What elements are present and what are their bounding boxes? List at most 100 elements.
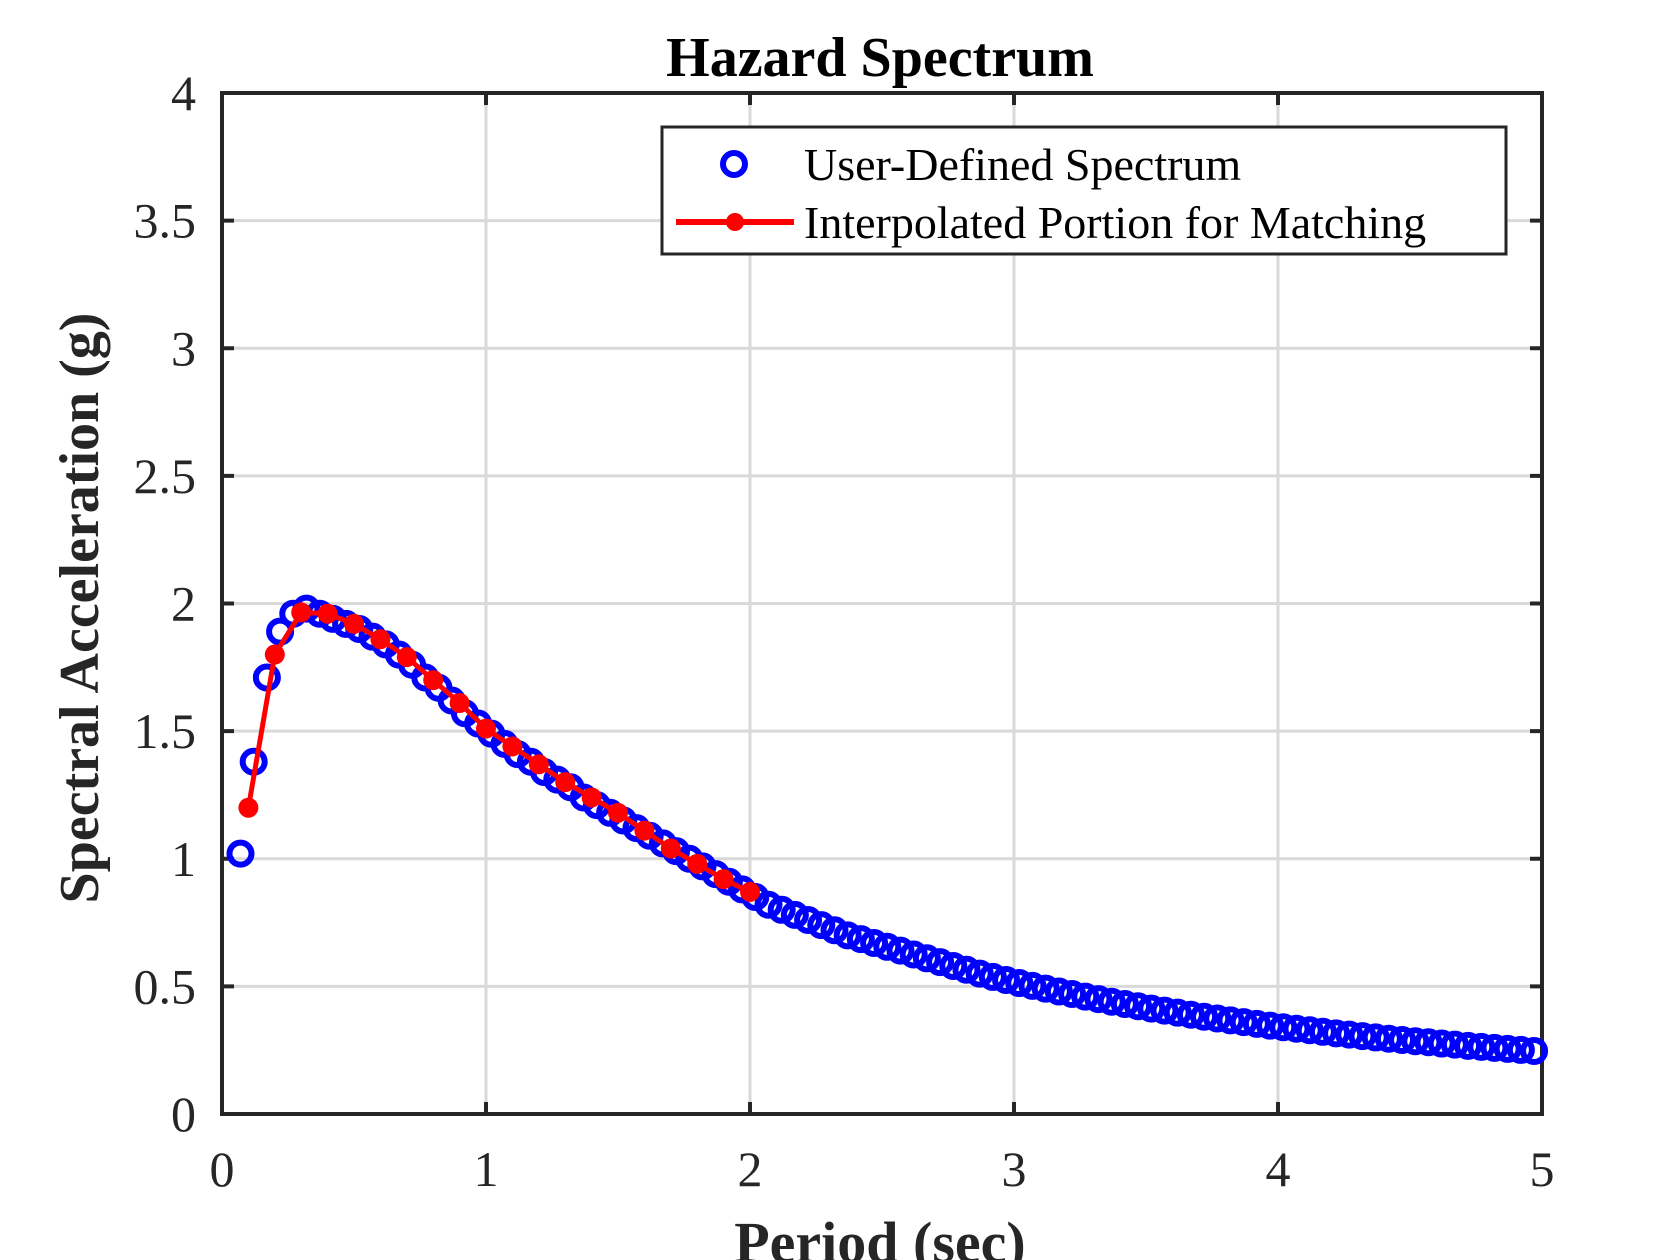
interpolated-point <box>344 613 364 634</box>
interpolated-point <box>660 838 681 859</box>
legend-label-interpolated: Interpolated Portion for Matching <box>804 197 1426 248</box>
user-defined-point <box>1374 1024 1403 1053</box>
user-defined-point <box>1401 1027 1430 1056</box>
x-tick-label: 1 <box>474 1141 499 1197</box>
user-defined-point <box>1242 1009 1271 1038</box>
user-defined-point <box>1071 982 1100 1011</box>
user-defined-point <box>1322 1019 1351 1048</box>
user-defined-point <box>1467 1032 1496 1061</box>
user-defined-point <box>1440 1030 1469 1059</box>
y-tick-label: 3.5 <box>134 193 197 249</box>
y-tick-label: 4 <box>171 65 196 121</box>
user-defined-point <box>1137 994 1166 1023</box>
interpolated-point <box>687 853 708 874</box>
legend-marker-interpolated <box>726 213 744 231</box>
x-tick-label: 0 <box>210 1141 235 1197</box>
user-defined-point <box>1097 987 1126 1016</box>
y-tick-label: 2 <box>171 576 196 632</box>
x-tick-label: 5 <box>1530 1141 1555 1197</box>
interpolated-point <box>555 772 576 793</box>
interpolated-point <box>264 644 285 665</box>
interpolated-point <box>528 754 549 775</box>
x-tick-label: 2 <box>738 1141 763 1197</box>
user-defined-point <box>1190 1002 1219 1031</box>
user-defined-point <box>992 965 1021 994</box>
user-defined-point <box>1348 1022 1377 1051</box>
user-defined-point <box>1414 1028 1443 1057</box>
user-defined-point <box>1018 971 1047 1000</box>
interpolated-point <box>713 869 734 890</box>
user-defined-point <box>1044 977 1073 1006</box>
user-defined-point <box>1388 1025 1417 1054</box>
user-defined-point <box>939 951 968 980</box>
interpolated-point <box>396 647 417 668</box>
interpolated-point <box>740 881 760 902</box>
axes <box>220 91 1544 1116</box>
user-defined-point <box>1269 1013 1298 1042</box>
interpolated-point <box>238 797 259 818</box>
user-defined-point <box>1520 1036 1549 1065</box>
interpolated-point <box>581 787 602 808</box>
user-defined-point <box>899 940 928 969</box>
user-defined-point <box>807 911 836 940</box>
user-defined-point <box>1506 1035 1535 1064</box>
user-defined-point <box>1361 1023 1390 1052</box>
legend-label-user-defined: User-Defined Spectrum <box>804 139 1241 190</box>
y-tick-label: 3 <box>171 320 196 376</box>
user-defined-point <box>1454 1031 1483 1060</box>
y-tick-label: 1.5 <box>134 703 197 759</box>
interpolated-point <box>502 736 523 757</box>
chart-title: Hazard Spectrum <box>666 27 1094 89</box>
x-tick-label: 3 <box>1002 1141 1027 1197</box>
y-tick-label: 1 <box>171 831 196 887</box>
legend-box <box>660 125 1508 256</box>
user-defined-point <box>1427 1029 1456 1058</box>
user-defined-point <box>926 948 955 977</box>
legend-marker-user-defined <box>720 150 748 178</box>
user-defined-point <box>1150 996 1179 1025</box>
user-defined-point <box>754 890 783 919</box>
user-defined-point <box>912 944 941 973</box>
user-defined-point <box>1005 969 1034 998</box>
tick-labels: 0 1 2 3 4 5 0 0.5 1 1.5 2 2.5 3 3.5 4 <box>134 65 1555 1197</box>
user-defined-point <box>1256 1011 1285 1040</box>
legend: User-Defined Spectrum Interpolated Porti… <box>660 125 1508 256</box>
user-defined-point <box>846 925 875 954</box>
x-tick-label: 4 <box>1266 1141 1291 1197</box>
user-defined-point <box>1480 1033 1509 1062</box>
interpolated-point <box>423 670 444 691</box>
user-defined-point <box>1282 1014 1311 1043</box>
user-defined-point <box>860 928 889 957</box>
interpolated-point <box>370 629 391 650</box>
user-defined-point <box>1124 992 1153 1021</box>
user-defined-point <box>1216 1006 1245 1035</box>
y-tick-label: 0 <box>171 1086 196 1142</box>
user-defined-point <box>780 900 809 929</box>
user-defined-point <box>794 906 823 935</box>
user-defined-point <box>1295 1016 1324 1045</box>
user-defined-point <box>1308 1017 1337 1046</box>
interpolated-point <box>634 820 655 841</box>
user-defined-point <box>978 962 1007 991</box>
user-defined-point <box>965 959 994 988</box>
user-defined-point <box>1084 985 1113 1014</box>
user-defined-point <box>1229 1008 1258 1037</box>
user-defined-point <box>1176 1000 1205 1029</box>
interpolated-point <box>317 603 338 624</box>
user-defined-point <box>767 895 796 924</box>
y-tick-label: 2.5 <box>134 448 197 504</box>
user-defined-point <box>1493 1034 1522 1063</box>
user-defined-point <box>1058 980 1087 1009</box>
interpolated-point <box>449 693 470 714</box>
interpolated-point <box>608 802 628 823</box>
y-tick-label: 0.5 <box>134 958 197 1014</box>
user-defined-point <box>1031 974 1060 1003</box>
interpolated-point <box>476 718 496 739</box>
user-defined-point <box>886 936 915 965</box>
user-defined-point <box>226 839 255 868</box>
x-axis-label: Period (sec) <box>734 1210 1025 1260</box>
user-defined-point <box>1203 1004 1232 1033</box>
user-defined-point <box>833 921 862 950</box>
user-defined-point <box>1110 989 1139 1018</box>
